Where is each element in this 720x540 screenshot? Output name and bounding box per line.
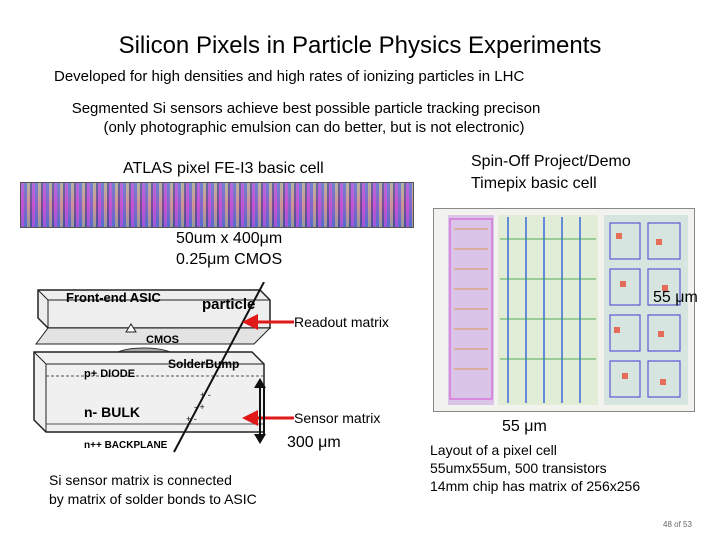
intro-line: Developed for high densities and high ra… [54, 68, 525, 85]
pixel-height-label: 55 μm [653, 289, 698, 306]
p-diode-label: p+ DIODE [84, 368, 136, 380]
atlas-cell-layout-image [20, 182, 414, 228]
layout-note-line1: Layout of a pixel cell [430, 442, 557, 458]
thickness-arrow [254, 378, 266, 444]
segmented-line: Segmented Si sensors achieve best possib… [71, 100, 541, 117]
thickness-label: 300 μm [287, 434, 341, 451]
backplane-label: n++ BACKPLANE [84, 440, 168, 451]
n-bulk-label: n- BULK [84, 404, 140, 420]
emulsion-line: (only photographic emulsion can do bette… [103, 119, 525, 136]
svg-text:+ -: + - [186, 414, 197, 424]
atlas-caption: ATLAS pixel FE-I3 basic cell [123, 160, 324, 177]
cmos-label: CMOS [146, 334, 179, 346]
si-note-line1: Si sensor matrix is connected [49, 472, 232, 488]
layout-note-line2: 55umx55um, 500 transistors [430, 460, 607, 476]
solder-bump-label: SolderBump [168, 357, 240, 371]
page-current: 48 [663, 520, 672, 529]
spinoff-line1: Spin-Off Project/Demo [471, 153, 631, 170]
atlas-process-label: 0.25μm CMOS [176, 251, 283, 268]
hybrid-pixel-diagram: + - - + + - Front-end ASIC particle CMOS S… [24, 281, 294, 454]
svg-text:- +: - + [194, 402, 205, 412]
slide-title: Silicon Pixels in Particle Physics Exper… [118, 32, 602, 59]
spinoff-line2: Timepix basic cell [471, 175, 597, 192]
readout-matrix-label: Readout matrix [294, 314, 389, 330]
pixel-width-label: 55 μm [502, 418, 547, 435]
hybrid-pixel-drawing: + - - + + - [33, 281, 272, 453]
si-note-line2: by matrix of solder bonds to ASIC [49, 491, 257, 507]
page-total: 53 [683, 520, 692, 529]
timepix-cell-layout-image [433, 208, 695, 412]
atlas-size-label: 50um x 400μm [176, 230, 283, 247]
sensor-matrix-label: Sensor matrix [294, 410, 381, 426]
particle-label: particle [202, 296, 256, 313]
front-end-asic-label: Front-end ASIC [66, 290, 161, 305]
layout-note-line3: 14mm chip has matrix of 256x256 [430, 478, 641, 494]
page-of: of [674, 520, 681, 529]
svg-text:+ -: + - [200, 390, 211, 400]
page-number: 48 of 53 [663, 520, 692, 529]
timepix-layout-drawing [434, 209, 694, 411]
